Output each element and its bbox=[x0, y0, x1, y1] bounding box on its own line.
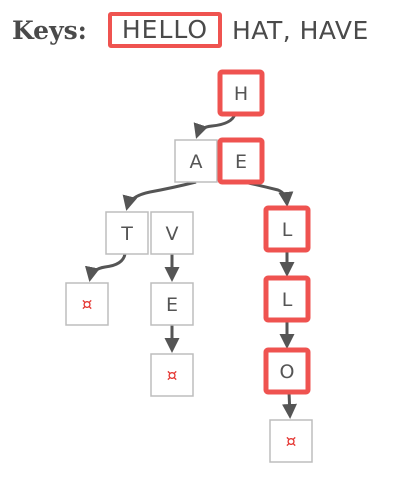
edge-a-t bbox=[122, 180, 197, 211]
node-label: O bbox=[280, 361, 295, 383]
node-label: E bbox=[166, 294, 178, 316]
node-box bbox=[263, 347, 311, 395]
edge-h-a bbox=[193, 113, 237, 139]
node-label: L bbox=[282, 289, 293, 311]
node-label: L bbox=[282, 219, 293, 241]
other-keys: HAT, HAVE bbox=[232, 16, 369, 45]
trie-node-e1: E bbox=[217, 137, 265, 185]
edge-t-endt bbox=[85, 253, 127, 282]
terminal-node: ¤ bbox=[150, 353, 194, 397]
trie-nodes: A T V E ¤ ¤ ¤ H E L L O bbox=[65, 69, 313, 463]
keys-header: Keys: HELLO HAT, HAVE bbox=[0, 0, 403, 60]
node-box bbox=[217, 69, 265, 117]
trie-node-l2: L bbox=[263, 275, 311, 323]
trie-node-v: V bbox=[150, 211, 194, 255]
highlighted-key-box bbox=[108, 12, 222, 48]
trie-node-e2: E bbox=[150, 282, 194, 326]
node-box bbox=[263, 205, 311, 253]
terminal-node: ¤ bbox=[269, 419, 313, 463]
node-box bbox=[105, 211, 149, 255]
node-box bbox=[65, 282, 109, 326]
node-box bbox=[150, 353, 194, 397]
node-box bbox=[174, 139, 218, 183]
node-label: V bbox=[166, 223, 179, 245]
trie-node-t: T bbox=[105, 211, 149, 255]
node-box bbox=[150, 282, 194, 326]
trie-node-l1: L bbox=[263, 205, 311, 253]
trie-node-o: O bbox=[263, 347, 311, 395]
edge-e1-l1 bbox=[243, 180, 294, 207]
highlighted-key: HELLO bbox=[121, 15, 209, 44]
trie-node-a: A bbox=[174, 139, 218, 183]
node-label: E bbox=[235, 151, 247, 173]
terminal-symbol: ¤ bbox=[167, 366, 178, 386]
node-box bbox=[217, 137, 265, 185]
node-box bbox=[269, 419, 313, 463]
node-label: A bbox=[190, 151, 203, 173]
terminal-node: ¤ bbox=[65, 282, 109, 326]
node-box bbox=[150, 211, 194, 255]
terminal-symbol: ¤ bbox=[286, 432, 297, 452]
trie-edges bbox=[85, 113, 297, 419]
node-label: T bbox=[120, 223, 133, 245]
node-box bbox=[263, 275, 311, 323]
keys-label: Keys: bbox=[12, 16, 87, 45]
trie-node-h: H bbox=[217, 69, 265, 117]
edge-o-endo bbox=[282, 391, 297, 419]
terminal-symbol: ¤ bbox=[82, 295, 93, 315]
node-label: H bbox=[234, 83, 248, 105]
